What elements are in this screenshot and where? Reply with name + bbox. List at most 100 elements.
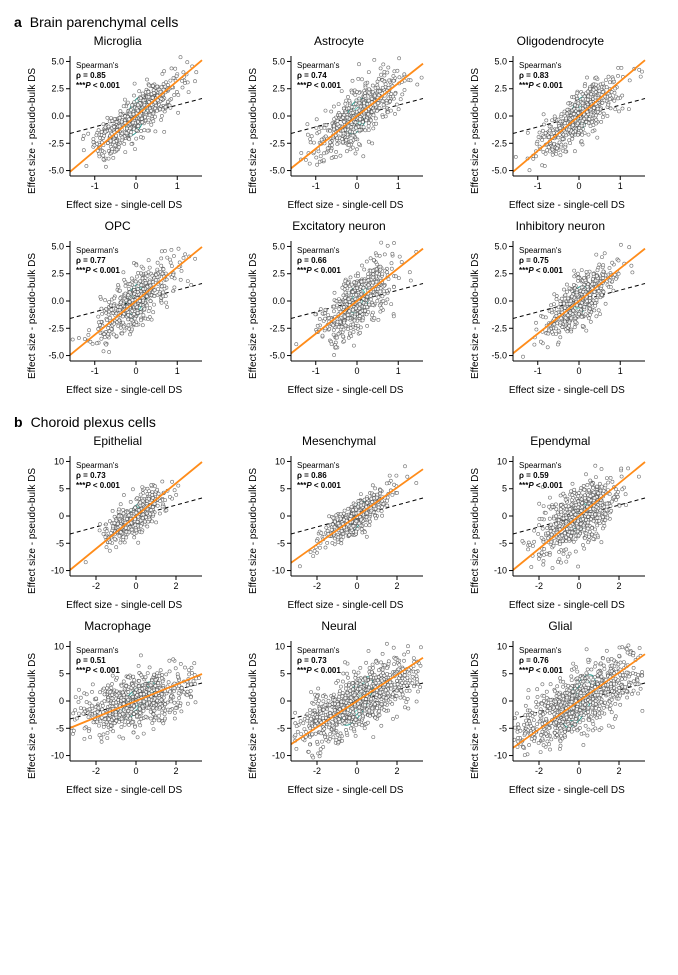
x-axis-label: Effect size - single-cell DS (483, 600, 651, 611)
y-axis-label: Effect size - pseudo-bulk DS (248, 253, 259, 379)
svg-text:***P < 0.001: ***P < 0.001 (297, 481, 341, 490)
panel-title: Microglia (94, 34, 142, 48)
section-letter: b (14, 414, 23, 430)
svg-text:0: 0 (59, 511, 64, 521)
plot-column: -101-5.0-2.50.02.55.0Spearman'sρ = 0.77*… (40, 235, 208, 396)
panel: OligodendrocyteEffect size - pseudo-bulk… (453, 32, 668, 211)
scatter-plot: -202-10-50510Spearman'sρ = 0.73***P < 0.… (261, 635, 429, 783)
plot-wrap: Effect size - pseudo-bulk DS-101-5.0-2.5… (248, 235, 429, 396)
svg-text:1: 1 (618, 366, 623, 376)
y-axis-label: Effect size - pseudo-bulk DS (248, 653, 259, 779)
svg-text:Spearman's: Spearman's (519, 246, 561, 255)
svg-text:0.0: 0.0 (494, 111, 507, 121)
svg-text:Spearman's: Spearman's (519, 461, 561, 470)
svg-text:0.0: 0.0 (52, 111, 65, 121)
panel-grid: EpithelialEffect size - pseudo-bulk DS-2… (10, 432, 668, 796)
svg-text:Spearman's: Spearman's (76, 246, 118, 255)
svg-text:2.5: 2.5 (52, 84, 65, 94)
section-header: bChoroid plexus cells (14, 414, 668, 430)
plot-column: -202-10-50510Spearman'sρ = 0.76***P < 0.… (483, 635, 651, 796)
svg-text:0: 0 (134, 581, 139, 591)
svg-text:0: 0 (280, 511, 285, 521)
panel-title: Oligodendrocyte (517, 34, 604, 48)
scatter-plot: -101-5.0-2.50.02.55.0Spearman'sρ = 0.66*… (261, 235, 429, 383)
svg-text:-2: -2 (92, 581, 100, 591)
y-axis-label: Effect size - pseudo-bulk DS (27, 653, 38, 779)
scatter-plot: -202-10-50510Spearman'sρ = 0.76***P < 0.… (483, 635, 651, 783)
svg-text:-1: -1 (534, 366, 542, 376)
svg-text:5.0: 5.0 (52, 56, 65, 66)
y-axis-label: Effect size - pseudo-bulk DS (27, 253, 38, 379)
svg-text:2.5: 2.5 (52, 269, 65, 279)
svg-text:***P < 0.001: ***P < 0.001 (76, 266, 120, 275)
x-axis-label: Effect size - single-cell DS (261, 785, 429, 796)
svg-text:-1: -1 (312, 366, 320, 376)
svg-text:0.0: 0.0 (494, 296, 507, 306)
svg-text:-1: -1 (91, 366, 99, 376)
panel: Excitatory neuron Effect size - pseudo-bu… (231, 217, 446, 396)
plot-column: -101-5.0-2.50.02.55.0Spearman'sρ = 0.85*… (40, 50, 208, 211)
plot-column: -202-10-50510Spearman'sρ = 0.51***P < 0.… (40, 635, 208, 796)
svg-text:ρ = 0.59: ρ = 0.59 (519, 471, 549, 480)
panel-title: Glial (548, 619, 572, 633)
section-header: aBrain parenchymal cells (14, 14, 668, 30)
svg-text:-10: -10 (51, 566, 64, 576)
scatter-plot: -202-10-50510Spearman'sρ = 0.59***P < 0.… (483, 450, 651, 598)
panel: OPCEffect size - pseudo-bulk DS-101-5.0-… (10, 217, 225, 396)
svg-text:-5: -5 (56, 538, 64, 548)
svg-text:0.0: 0.0 (273, 296, 286, 306)
y-axis-label: Effect size - pseudo-bulk DS (248, 468, 259, 594)
svg-text:5.0: 5.0 (273, 241, 286, 251)
svg-text:0: 0 (576, 366, 581, 376)
svg-text:5: 5 (280, 484, 285, 494)
scatter-plot: -202-10-50510Spearman'sρ = 0.73***P < 0.… (40, 450, 208, 598)
svg-text:10: 10 (54, 456, 64, 466)
panel-title: Macrophage (84, 619, 151, 633)
x-axis-label: Effect size - single-cell DS (261, 385, 429, 396)
svg-text:0: 0 (134, 181, 139, 191)
svg-text:5.0: 5.0 (273, 56, 286, 66)
svg-text:0: 0 (502, 511, 507, 521)
scatter-plot: -202-10-50510Spearman'sρ = 0.51***P < 0.… (40, 635, 208, 783)
svg-text:2: 2 (395, 581, 400, 591)
plot-wrap: Effect size - pseudo-bulk DS-101-5.0-2.5… (470, 235, 651, 396)
panel-grid: MicrogliaEffect size - pseudo-bulk DS-10… (10, 32, 668, 396)
svg-text:2.5: 2.5 (273, 84, 286, 94)
plot-column: -202-10-50510Spearman'sρ = 0.59***P < 0.… (483, 450, 651, 611)
svg-text:-2.5: -2.5 (491, 323, 507, 333)
svg-text:5.0: 5.0 (494, 56, 507, 66)
svg-text:1: 1 (175, 366, 180, 376)
svg-text:-5: -5 (277, 538, 285, 548)
svg-text:Spearman's: Spearman's (519, 61, 561, 70)
y-axis-label: Effect size - pseudo-bulk DS (470, 253, 481, 379)
panel: EpithelialEffect size - pseudo-bulk DS-2… (10, 432, 225, 611)
svg-text:Spearman's: Spearman's (76, 61, 118, 70)
svg-text:-2: -2 (313, 581, 321, 591)
svg-text:***P < 0.001: ***P < 0.001 (519, 81, 563, 90)
svg-text:-5.0: -5.0 (49, 166, 65, 176)
svg-text:Spearman's: Spearman's (297, 61, 339, 70)
x-axis-label: Effect size - single-cell DS (40, 200, 208, 211)
y-axis-label: Effect size - pseudo-bulk DS (470, 468, 481, 594)
plot-wrap: Effect size - pseudo-bulk DS-202-10-5051… (248, 635, 429, 796)
panel: Macrophage Effect size - pseudo-bulk DS-2… (10, 617, 225, 796)
plot-wrap: Effect size - pseudo-bulk DS-202-10-5051… (27, 635, 208, 796)
plot-wrap: Effect size - pseudo-bulk DS-202-10-5051… (27, 450, 208, 611)
svg-text:ρ = 0.83: ρ = 0.83 (519, 71, 549, 80)
panel-title: Ependymal (530, 434, 590, 448)
panel: NeuralEffect size - pseudo-bulk DS-202-1… (231, 617, 446, 796)
scatter-plot: -101-5.0-2.50.02.55.0Spearman'sρ = 0.75*… (483, 235, 651, 383)
y-axis-label: Effect size - pseudo-bulk DS (248, 68, 259, 194)
svg-text:0: 0 (576, 581, 581, 591)
svg-text:***P < 0.001: ***P < 0.001 (519, 266, 563, 275)
svg-text:-1: -1 (534, 181, 542, 191)
svg-text:-5: -5 (499, 538, 507, 548)
y-axis-label: Effect size - pseudo-bulk DS (470, 653, 481, 779)
panel-title: Excitatory neuron (292, 219, 385, 233)
y-axis-label: Effect size - pseudo-bulk DS (27, 68, 38, 194)
panel-title: Epithelial (93, 434, 142, 448)
svg-text:1: 1 (175, 181, 180, 191)
svg-text:1: 1 (396, 366, 401, 376)
x-axis-label: Effect size - single-cell DS (261, 200, 429, 211)
panel-title: Mesenchymal (302, 434, 376, 448)
